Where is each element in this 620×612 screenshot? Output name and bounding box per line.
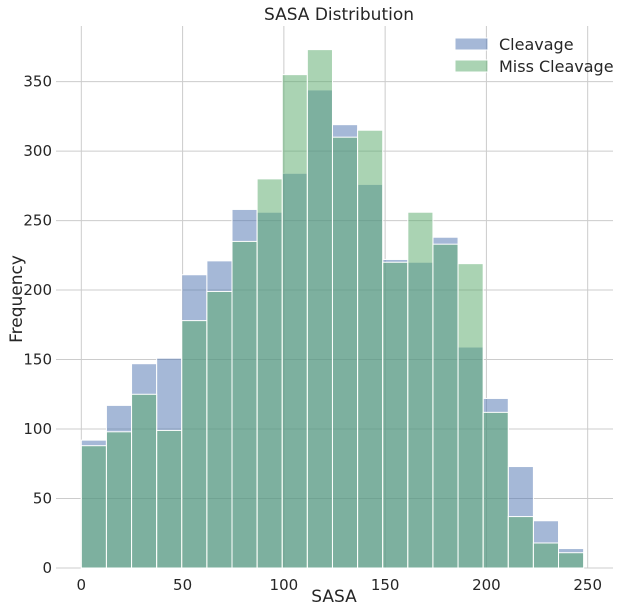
- bar-miss-cleavage: [80, 445, 107, 569]
- bar-miss-cleavage: [357, 129, 384, 569]
- y-tick-label: 300: [23, 142, 52, 160]
- bar-miss-cleavage: [181, 320, 208, 569]
- x-tick-label: 100: [270, 576, 299, 594]
- y-tick-label: 100: [23, 420, 52, 438]
- bar-miss-cleavage: [306, 49, 333, 569]
- bar-miss-cleavage: [407, 211, 434, 569]
- bar-miss-cleavage: [432, 243, 459, 569]
- x-tick-label: 0: [77, 576, 87, 594]
- bar-miss-cleavage: [206, 290, 233, 569]
- y-tick-label: 350: [23, 73, 52, 91]
- bar-miss-cleavage: [131, 393, 158, 569]
- bar-miss-cleavage: [532, 542, 560, 569]
- bar-miss-cleavage: [105, 431, 133, 569]
- bar-miss-cleavage: [331, 136, 359, 569]
- y-tick-label: 250: [23, 212, 52, 230]
- legend-swatch: [454, 59, 489, 73]
- x-tick-label: 200: [472, 576, 501, 594]
- legend-label: Cleavage: [499, 35, 574, 54]
- y-tick-label: 150: [23, 351, 52, 369]
- bar-miss-cleavage: [231, 240, 258, 569]
- bar-miss-cleavage: [507, 516, 534, 569]
- bar-miss-cleavage: [558, 552, 585, 569]
- chart-title: SASA Distribution: [264, 5, 414, 25]
- bar-miss-cleavage: [482, 411, 509, 569]
- legend-label: Miss Cleavage: [499, 57, 614, 76]
- bar-miss-cleavage: [156, 429, 183, 569]
- y-axis-title: Frequency: [7, 255, 27, 343]
- bar-miss-cleavage: [281, 74, 308, 569]
- tick-labels: 0 50 100 150 200 250 0 50 100 150 200 250 300 350: [23, 73, 602, 594]
- bar-miss-cleavage: [457, 263, 484, 569]
- bar-miss-cleavage: [256, 178, 283, 569]
- legend: Cleavage Miss Cleavage: [454, 35, 614, 76]
- x-tick-label: 50: [173, 576, 192, 594]
- legend-swatch: [454, 37, 489, 51]
- x-tick-label: 150: [371, 576, 400, 594]
- bars-group: [80, 49, 585, 569]
- x-tick-label: 250: [573, 576, 602, 594]
- y-tick-label: 200: [23, 281, 52, 299]
- y-tick-label: 50: [33, 490, 52, 508]
- y-tick-label: 0: [42, 559, 52, 577]
- bar-miss-cleavage: [382, 261, 409, 569]
- x-axis-title: SASA: [311, 587, 357, 607]
